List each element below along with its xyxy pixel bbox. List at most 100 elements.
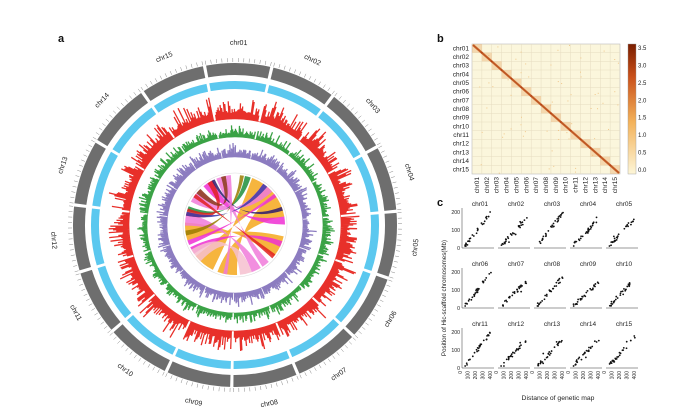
chromosome-label: chr14: [94, 92, 111, 110]
chromosome-tick: [81, 288, 86, 291]
scatter-point: [539, 360, 542, 363]
scatter-panel-title: chr12: [508, 321, 525, 328]
chromosome-tick: [391, 271, 396, 274]
chromosome-tick: [120, 102, 124, 107]
scatter-point: [513, 290, 516, 293]
scatter-point: [476, 229, 479, 232]
chromosome-tick: [71, 191, 76, 193]
chromosome-tick: [121, 344, 125, 348]
scatter-point: [559, 216, 562, 218]
heatmap-diagonal-core: [472, 44, 620, 174]
heatmap-row-label: chr05: [453, 80, 470, 87]
chromosome-segment: [377, 212, 397, 277]
chromosome-tick: [354, 335, 359, 339]
scatter-y-tick: 100: [451, 228, 460, 234]
chromosome-tick: [154, 78, 158, 82]
scatter-point: [574, 363, 577, 366]
scatter-point: [475, 348, 478, 351]
chromosome-tick: [304, 73, 307, 78]
chromosome-tick: [361, 119, 366, 123]
scatter-point: [464, 305, 467, 307]
scatter-point: [560, 341, 562, 343]
heatmap-block: [610, 165, 620, 174]
chromosome-tick: [86, 298, 90, 301]
scatter-point: [610, 302, 613, 305]
scatter-point: [510, 234, 513, 236]
scatter-x-tick: 0: [494, 371, 500, 374]
gc-content-track-baseline: [146, 136, 324, 314]
scatter-point: [519, 226, 521, 229]
scatter-panel-title: chr08: [544, 261, 561, 268]
scatter-point: [575, 360, 578, 363]
scatter-point: [553, 285, 556, 288]
scatter-point: [477, 349, 480, 352]
scatter-point: [584, 232, 587, 235]
chromosome-tick: [393, 187, 398, 189]
chromosome-label: chr01: [230, 40, 248, 47]
gene-density-track: [363, 214, 379, 271]
scatter-point: [475, 289, 477, 292]
scatter-point: [501, 304, 504, 307]
chromosome-tick: [393, 261, 398, 263]
heatmap-col-label: chr12: [582, 177, 589, 194]
chromosome-tick: [392, 181, 397, 184]
synteny-link: [193, 194, 276, 259]
synteny-link: [187, 175, 251, 215]
scatter-point: [577, 238, 580, 241]
synteny-link: [185, 183, 268, 218]
scatter-point: [579, 237, 582, 240]
heatmap-cell: [551, 101, 553, 103]
heatmap-cell: [592, 154, 594, 156]
chromosome-tick: [361, 326, 366, 330]
chromosome-label: chr04: [403, 163, 415, 182]
scatter-point: [524, 282, 527, 284]
chromosome-tick: [75, 273, 80, 276]
scatter-point: [618, 354, 621, 357]
scatter-point: [480, 343, 483, 346]
heatmap-cell: [557, 81, 559, 83]
heatmap-row-label: chr07: [453, 97, 470, 104]
scatter-point: [591, 288, 594, 291]
scatter-point: [470, 298, 473, 301]
heatmap-cell: [550, 104, 552, 106]
chromosome-tick: [109, 114, 113, 118]
chromosome-tick: [260, 385, 262, 391]
chromosome-tick: [204, 60, 207, 65]
scatter-point: [593, 284, 595, 287]
heatmap-cell: [617, 104, 619, 106]
scatter-point: [484, 279, 487, 281]
scatter-point: [467, 359, 470, 361]
scatter-point: [625, 225, 628, 228]
heatmap-row-label: chr13: [453, 149, 470, 156]
scatter-point: [558, 340, 561, 343]
scatter-point: [488, 272, 491, 275]
scatter-point: [556, 217, 559, 220]
scatter-point: [485, 338, 488, 341]
chromosome-tick: [371, 313, 376, 317]
scatter-x-tick: 200: [509, 371, 515, 380]
chromosome-tick: [309, 369, 312, 374]
scatter-point: [471, 355, 474, 358]
heatmap-block: [541, 104, 551, 114]
scatter-point: [615, 295, 618, 298]
chromosome-tick: [180, 379, 183, 384]
chromosome-tick: [85, 149, 90, 152]
scatter-point: [518, 287, 521, 290]
heatmap-col-label: chr02: [484, 177, 491, 194]
gene-density-track: [209, 81, 267, 93]
chromosome-tick: [170, 375, 173, 380]
scatter-point: [585, 291, 588, 294]
synteny-link: [190, 235, 283, 254]
heatmap-row-label: chr04: [453, 71, 470, 78]
scatter-point: [608, 245, 611, 247]
chromosome-tick: [180, 67, 183, 72]
chromosome-tick: [374, 137, 378, 141]
scatter-point: [490, 271, 492, 274]
scatter-point: [632, 220, 635, 223]
scatter-y-tick: 200: [451, 270, 460, 276]
heatmap-block: [531, 96, 542, 105]
scatter-point: [524, 280, 527, 283]
chromosome-tick: [71, 259, 76, 262]
chromosome-tick: [125, 347, 129, 352]
scatter-panel-title: chr10: [616, 261, 633, 268]
